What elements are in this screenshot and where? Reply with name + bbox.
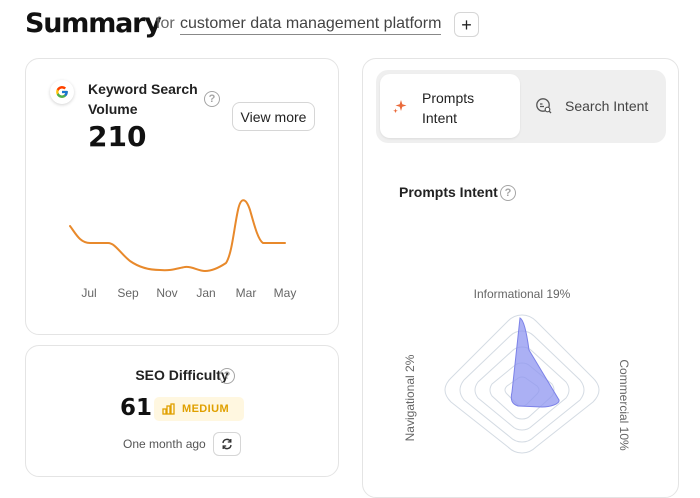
keyword-search-volume-value: 210 bbox=[88, 120, 147, 153]
help-icon[interactable]: ? bbox=[219, 368, 235, 384]
seo-difficulty-value: 61 bbox=[120, 395, 153, 421]
intent-area bbox=[510, 317, 560, 408]
view-more-button[interactable]: View more bbox=[232, 102, 315, 131]
page-title: Summary bbox=[25, 8, 162, 39]
last-updated: One month ago bbox=[123, 437, 206, 451]
refresh-icon bbox=[222, 438, 232, 450]
seo-difficulty-title: SEO Difficulty bbox=[135, 367, 229, 383]
topic-link[interactable]: customer data management platform bbox=[180, 15, 442, 35]
help-icon[interactable]: ? bbox=[204, 91, 220, 107]
google-icon bbox=[50, 80, 74, 104]
tab-prompts-intent-label[interactable]: Prompts Intent bbox=[422, 90, 475, 126]
for-label: for bbox=[156, 15, 175, 32]
search-intent-icon bbox=[535, 97, 553, 120]
axis-label-commercial: Commercial 10% bbox=[617, 359, 631, 451]
month-label: May bbox=[273, 286, 297, 300]
month-label: Mar bbox=[235, 286, 257, 300]
month-label: Jul bbox=[81, 286, 97, 300]
prompts-intent-radar-chart: Informational 19% Commercial 10% Navigat… bbox=[403, 287, 631, 454]
month-label: Nov bbox=[156, 286, 178, 300]
prompts-intent-title: Prompts Intent bbox=[399, 184, 498, 200]
refresh-button[interactable] bbox=[213, 432, 241, 456]
axis-label-navigational: Navigational 2% bbox=[403, 354, 417, 441]
difficulty-badge: MEDIUM bbox=[154, 397, 244, 421]
axis-label-informational: Informational 19% bbox=[474, 287, 571, 301]
trend-line bbox=[69, 199, 286, 272]
search-volume-trend-chart bbox=[69, 199, 286, 272]
tab-search-intent-label[interactable]: Search Intent bbox=[565, 98, 649, 114]
sparkle-icon bbox=[392, 98, 408, 119]
add-topic-button[interactable]: + bbox=[454, 12, 479, 37]
help-icon[interactable]: ? bbox=[500, 185, 516, 201]
month-label: Sep bbox=[117, 286, 139, 300]
month-label: Jan bbox=[196, 286, 216, 300]
bar-chart-icon bbox=[162, 403, 175, 415]
difficulty-level: MEDIUM bbox=[182, 403, 230, 415]
keyword-search-volume-title: Keyword Search Volume bbox=[88, 81, 198, 117]
